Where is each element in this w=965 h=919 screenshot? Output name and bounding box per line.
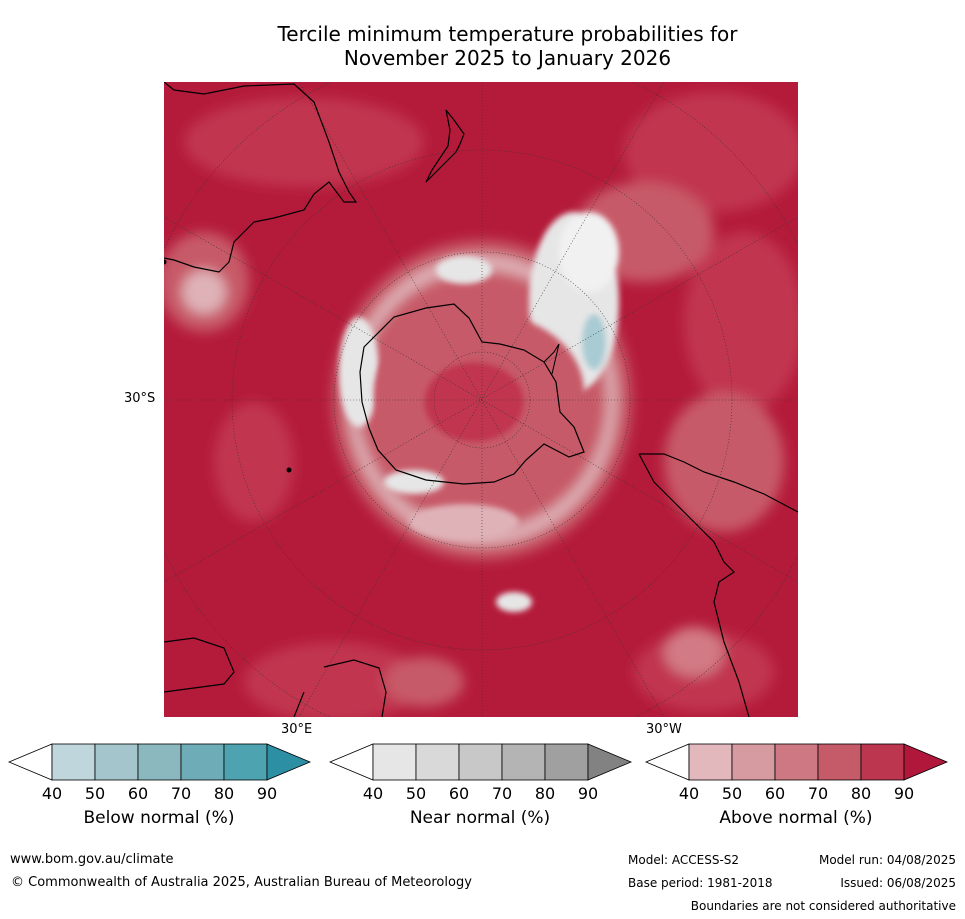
colorbar-segment	[860, 743, 905, 781]
colorbar-label: Below normal (%)	[83, 808, 235, 828]
colorbar-segment	[94, 743, 139, 781]
colorbar-tick-label: 60	[448, 784, 470, 803]
longitude-label-east: 30°E	[281, 722, 313, 737]
colorbar-above-svg	[644, 743, 949, 781]
map-title: Tercile minimum temperature probabilitie…	[160, 22, 855, 70]
colorbar-above-normal: 40 50 60 70 80 90 Above normal (%)	[644, 743, 949, 828]
island	[164, 259, 167, 265]
footer-base-period: Base period: 1981-2018	[628, 876, 773, 890]
antarctic-peninsula	[543, 343, 560, 375]
colorbar-tick-label: 70	[170, 784, 192, 803]
footer-model: Model: ACCESS-S2	[628, 853, 740, 867]
colorbar-tick-label: 80	[850, 784, 872, 803]
colorbar-tick-label: 40	[362, 784, 384, 803]
island	[286, 467, 292, 473]
africa-coastline	[164, 637, 235, 693]
colorbar-tick-label: 70	[491, 784, 513, 803]
colorbar-near-svg	[328, 743, 633, 781]
colorbar-tick-label: 60	[127, 784, 149, 803]
colorbar-segment	[137, 743, 182, 781]
colorbar-tick-label: 40	[41, 784, 63, 803]
colorbar-segment	[501, 743, 546, 781]
madagascar-coastline	[293, 659, 387, 717]
colorbar-extend-high	[587, 743, 633, 781]
colorbar-tick-label: 90	[256, 784, 278, 803]
footer-model-run: Model run: 04/08/2025	[818, 853, 956, 867]
graticule	[164, 82, 798, 717]
antarctica-fill	[374, 312, 584, 472]
colorbar-segment	[51, 743, 96, 781]
colorbar-near-normal: 40 50 60 70 80 90 Near normal (%)	[328, 743, 633, 828]
colorbar-segment	[774, 743, 819, 781]
colorbar-label: Above normal (%)	[719, 808, 873, 828]
colorbar-extend-low	[328, 743, 374, 781]
south-america-coastline	[638, 453, 798, 717]
colorbar-tick-label: 80	[534, 784, 556, 803]
colorbar-extend-low	[644, 743, 690, 781]
above-normal-patches	[164, 92, 798, 717]
colorbar-tick-label: 60	[764, 784, 786, 803]
new-zealand-coastline	[425, 109, 465, 183]
longitude-label-west: 30°W	[646, 722, 682, 737]
colorbar-ticks: 40 50 60 70 80 90	[330, 784, 630, 804]
colorbar-tick-label: 80	[213, 784, 235, 803]
title-line-1: Tercile minimum temperature probabilitie…	[277, 22, 738, 46]
colorbar-tick-label: 90	[577, 784, 599, 803]
colorbar-segment	[817, 743, 862, 781]
footer-disclaimer: Boundaries are not considered authoritat…	[690, 899, 956, 913]
colorbar-segment	[372, 743, 417, 781]
antarctica-coastline	[359, 303, 585, 485]
australia-coastline	[164, 82, 358, 273]
colorbar-tick-label: 70	[807, 784, 829, 803]
colorbar-tick-label: 50	[721, 784, 743, 803]
latitude-label: 30°S	[124, 391, 156, 406]
colorbar-extend-low	[7, 743, 53, 781]
colorbar-segment	[415, 743, 460, 781]
colorbar-segment	[223, 743, 268, 781]
colorbar-below-svg	[7, 743, 312, 781]
map-svg	[164, 82, 798, 717]
footer-url: www.bom.gov.au/climate	[10, 852, 174, 867]
title-line-2: November 2025 to January 2026	[343, 46, 672, 70]
colorbar-segment	[458, 743, 503, 781]
colorbar-extend-high	[903, 743, 949, 781]
colorbar-tick-label: 40	[678, 784, 700, 803]
colorbar-tick-label: 90	[893, 784, 915, 803]
colorbar-extend-high	[266, 743, 312, 781]
footer-issued: Issued: 06/08/2025	[840, 876, 956, 890]
colorbar-ticks: 40 50 60 70 80 90	[646, 784, 946, 804]
colorbar-segment	[180, 743, 225, 781]
footer-copyright: © Commonwealth of Australia 2025, Austra…	[11, 875, 472, 890]
colorbar-ticks: 40 50 60 70 80 90	[9, 784, 309, 804]
colorbar-below-normal: 40 50 60 70 80 90 Below normal (%)	[7, 743, 312, 828]
colorbar-tick-label: 50	[84, 784, 106, 803]
colorbar-segment	[688, 743, 733, 781]
below-normal-patch	[582, 314, 606, 370]
colorbar-segment	[731, 743, 776, 781]
colorbar-segment	[544, 743, 589, 781]
colorbar-tick-label: 50	[405, 784, 427, 803]
near-normal-patches	[339, 212, 619, 612]
colorbar-label: Near normal (%)	[409, 808, 551, 828]
probability-map	[164, 82, 798, 717]
